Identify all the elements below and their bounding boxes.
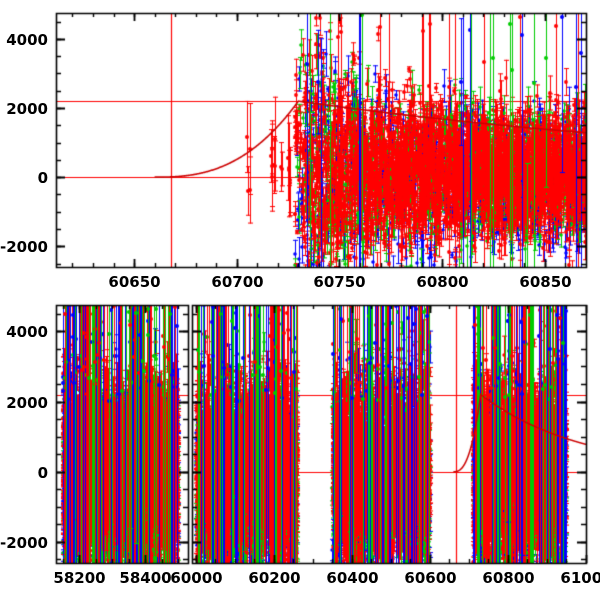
top-panel-xtick-60850: 60850 bbox=[519, 273, 572, 291]
bottom-segment-early-xtick-58400: 58400 bbox=[119, 569, 172, 587]
top-panel-ytick-4000: 4000 bbox=[6, 30, 48, 49]
top-panel-xtick-60650: 60650 bbox=[108, 273, 161, 291]
top-panel-xtick-60700: 60700 bbox=[211, 273, 264, 291]
bottom-segment-late-xtick-60400: 60400 bbox=[326, 569, 379, 587]
bottom-panel-ytick-4000: 4000 bbox=[6, 322, 48, 341]
bottom-segment-late-xtick-61000: 61000 bbox=[560, 569, 600, 587]
bottom-segment-late-xtick-60800: 60800 bbox=[482, 569, 535, 587]
bottom-segment-late-xtick-60200: 60200 bbox=[248, 569, 301, 587]
bottom-segment-late-xtick-60000: 60000 bbox=[170, 569, 223, 587]
bottom-panel-ytick--2000: -2000 bbox=[0, 533, 48, 552]
bottom-segment-early-xtick-58200: 58200 bbox=[53, 569, 106, 587]
top-panel-ytick--2000: -2000 bbox=[0, 237, 48, 256]
top-panel-ytick-0: 0 bbox=[37, 168, 48, 187]
bottom-panel-ytick-2000: 2000 bbox=[6, 393, 48, 412]
top-panel-xtick-60800: 60800 bbox=[416, 273, 469, 291]
bottom-segment-late-xtick-60600: 60600 bbox=[404, 569, 457, 587]
bottom-panel-ytick-0: 0 bbox=[37, 463, 48, 482]
top-panel-xtick-60750: 60750 bbox=[313, 273, 366, 291]
top-panel-ytick-2000: 2000 bbox=[6, 99, 48, 118]
